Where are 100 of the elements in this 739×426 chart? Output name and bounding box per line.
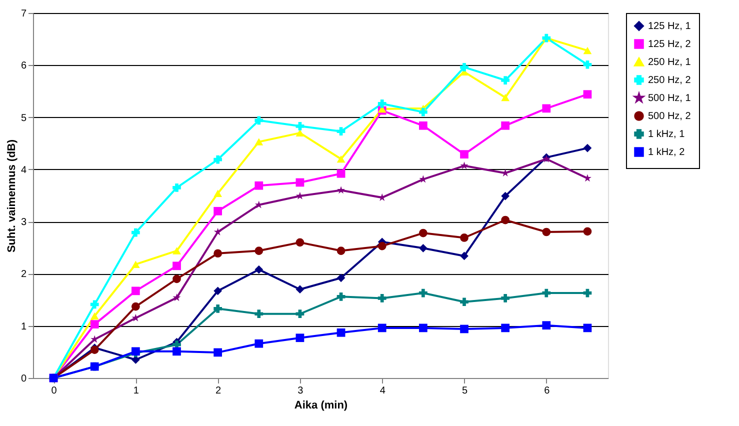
- x-axis-title: Aika (min): [294, 400, 348, 412]
- point: [418, 288, 428, 298]
- point: [542, 228, 551, 236]
- point: [90, 300, 99, 309]
- point: [418, 324, 428, 332]
- legend-label: 250 Hz, 2: [648, 75, 692, 86]
- point: [336, 274, 346, 282]
- point: [296, 285, 304, 294]
- point: [501, 216, 510, 224]
- point: [131, 302, 140, 311]
- point: [254, 246, 264, 255]
- point: [460, 63, 468, 72]
- point: [90, 346, 99, 354]
- point: [214, 348, 222, 357]
- point: [336, 292, 346, 301]
- point: [254, 116, 264, 125]
- legend-label: 1 kHz, 1: [648, 129, 686, 140]
- point: [460, 150, 468, 158]
- point: [583, 144, 592, 152]
- point: [337, 186, 346, 194]
- x-tick-label: 2: [216, 386, 222, 396]
- y-tick-label: 6: [20, 60, 27, 72]
- point: [460, 234, 468, 242]
- point: [90, 320, 99, 328]
- point: [542, 288, 551, 298]
- point: [583, 90, 592, 99]
- point: [214, 249, 222, 258]
- point: [336, 169, 346, 178]
- point: [501, 324, 510, 332]
- legend-label: 500 Hz, 2: [648, 111, 692, 122]
- point: [131, 260, 140, 268]
- point: [336, 328, 346, 337]
- legend-label: 1 kHz, 2: [648, 147, 686, 158]
- x-tick-label: 4: [380, 386, 386, 396]
- y-tick-label: 0: [20, 374, 27, 384]
- point: [460, 162, 468, 170]
- point: [172, 347, 181, 356]
- point: [460, 298, 468, 306]
- point: [418, 228, 428, 238]
- point: [501, 121, 510, 130]
- point: [296, 334, 304, 342]
- point: [296, 238, 304, 247]
- x-tick-label: 1: [133, 386, 140, 396]
- point: [336, 246, 346, 255]
- y-tick-label: 5: [20, 112, 27, 124]
- point: [583, 324, 592, 332]
- point: [583, 60, 592, 69]
- point: [254, 339, 264, 348]
- y-tick-label: 7: [20, 8, 27, 20]
- point: [214, 190, 222, 198]
- point: [172, 262, 181, 270]
- point: [296, 122, 304, 130]
- point: [214, 206, 222, 216]
- point: [254, 181, 264, 190]
- point: [214, 304, 222, 313]
- point: [583, 227, 592, 236]
- point: [132, 314, 140, 322]
- point: [501, 94, 510, 102]
- point: [214, 228, 222, 236]
- x-tick-label: 3: [298, 386, 304, 396]
- point: [542, 104, 551, 113]
- point: [583, 46, 592, 54]
- point: [378, 294, 386, 302]
- point: [172, 294, 181, 302]
- point: [131, 228, 140, 237]
- point: [172, 274, 181, 284]
- point: [296, 192, 304, 200]
- point: [460, 252, 468, 260]
- point: [418, 121, 428, 130]
- point: [336, 127, 346, 136]
- point: [501, 294, 510, 302]
- point: [214, 155, 222, 164]
- point: [90, 312, 99, 320]
- point: [501, 192, 510, 200]
- y-tick-label: 1: [20, 321, 27, 332]
- point: [296, 129, 304, 137]
- x-tick-label: 6: [544, 386, 550, 396]
- x-tick-label: 5: [462, 386, 468, 396]
- point: [296, 178, 304, 187]
- y-axis-title: Suht. vaimennus (dB): [6, 139, 18, 253]
- x-tick-label: 0: [51, 386, 58, 396]
- point: [378, 242, 386, 250]
- point: [336, 155, 346, 163]
- y-tick-label: 3: [20, 217, 27, 228]
- point: [90, 335, 99, 343]
- point: [172, 183, 181, 192]
- point: [172, 247, 181, 254]
- legend-label: 250 Hz, 1: [648, 57, 692, 68]
- point: [418, 108, 428, 116]
- point: [501, 76, 510, 84]
- point: [254, 265, 264, 274]
- point: [254, 138, 264, 146]
- point: [542, 321, 551, 330]
- point: [460, 324, 468, 334]
- legend-label: 125 Hz, 2: [648, 39, 692, 50]
- point: [254, 310, 264, 318]
- point: [296, 310, 304, 318]
- legend-label: 500 Hz, 1: [648, 93, 692, 104]
- y-tick-label: 4: [20, 164, 27, 176]
- y-tick-label: 2: [20, 269, 27, 280]
